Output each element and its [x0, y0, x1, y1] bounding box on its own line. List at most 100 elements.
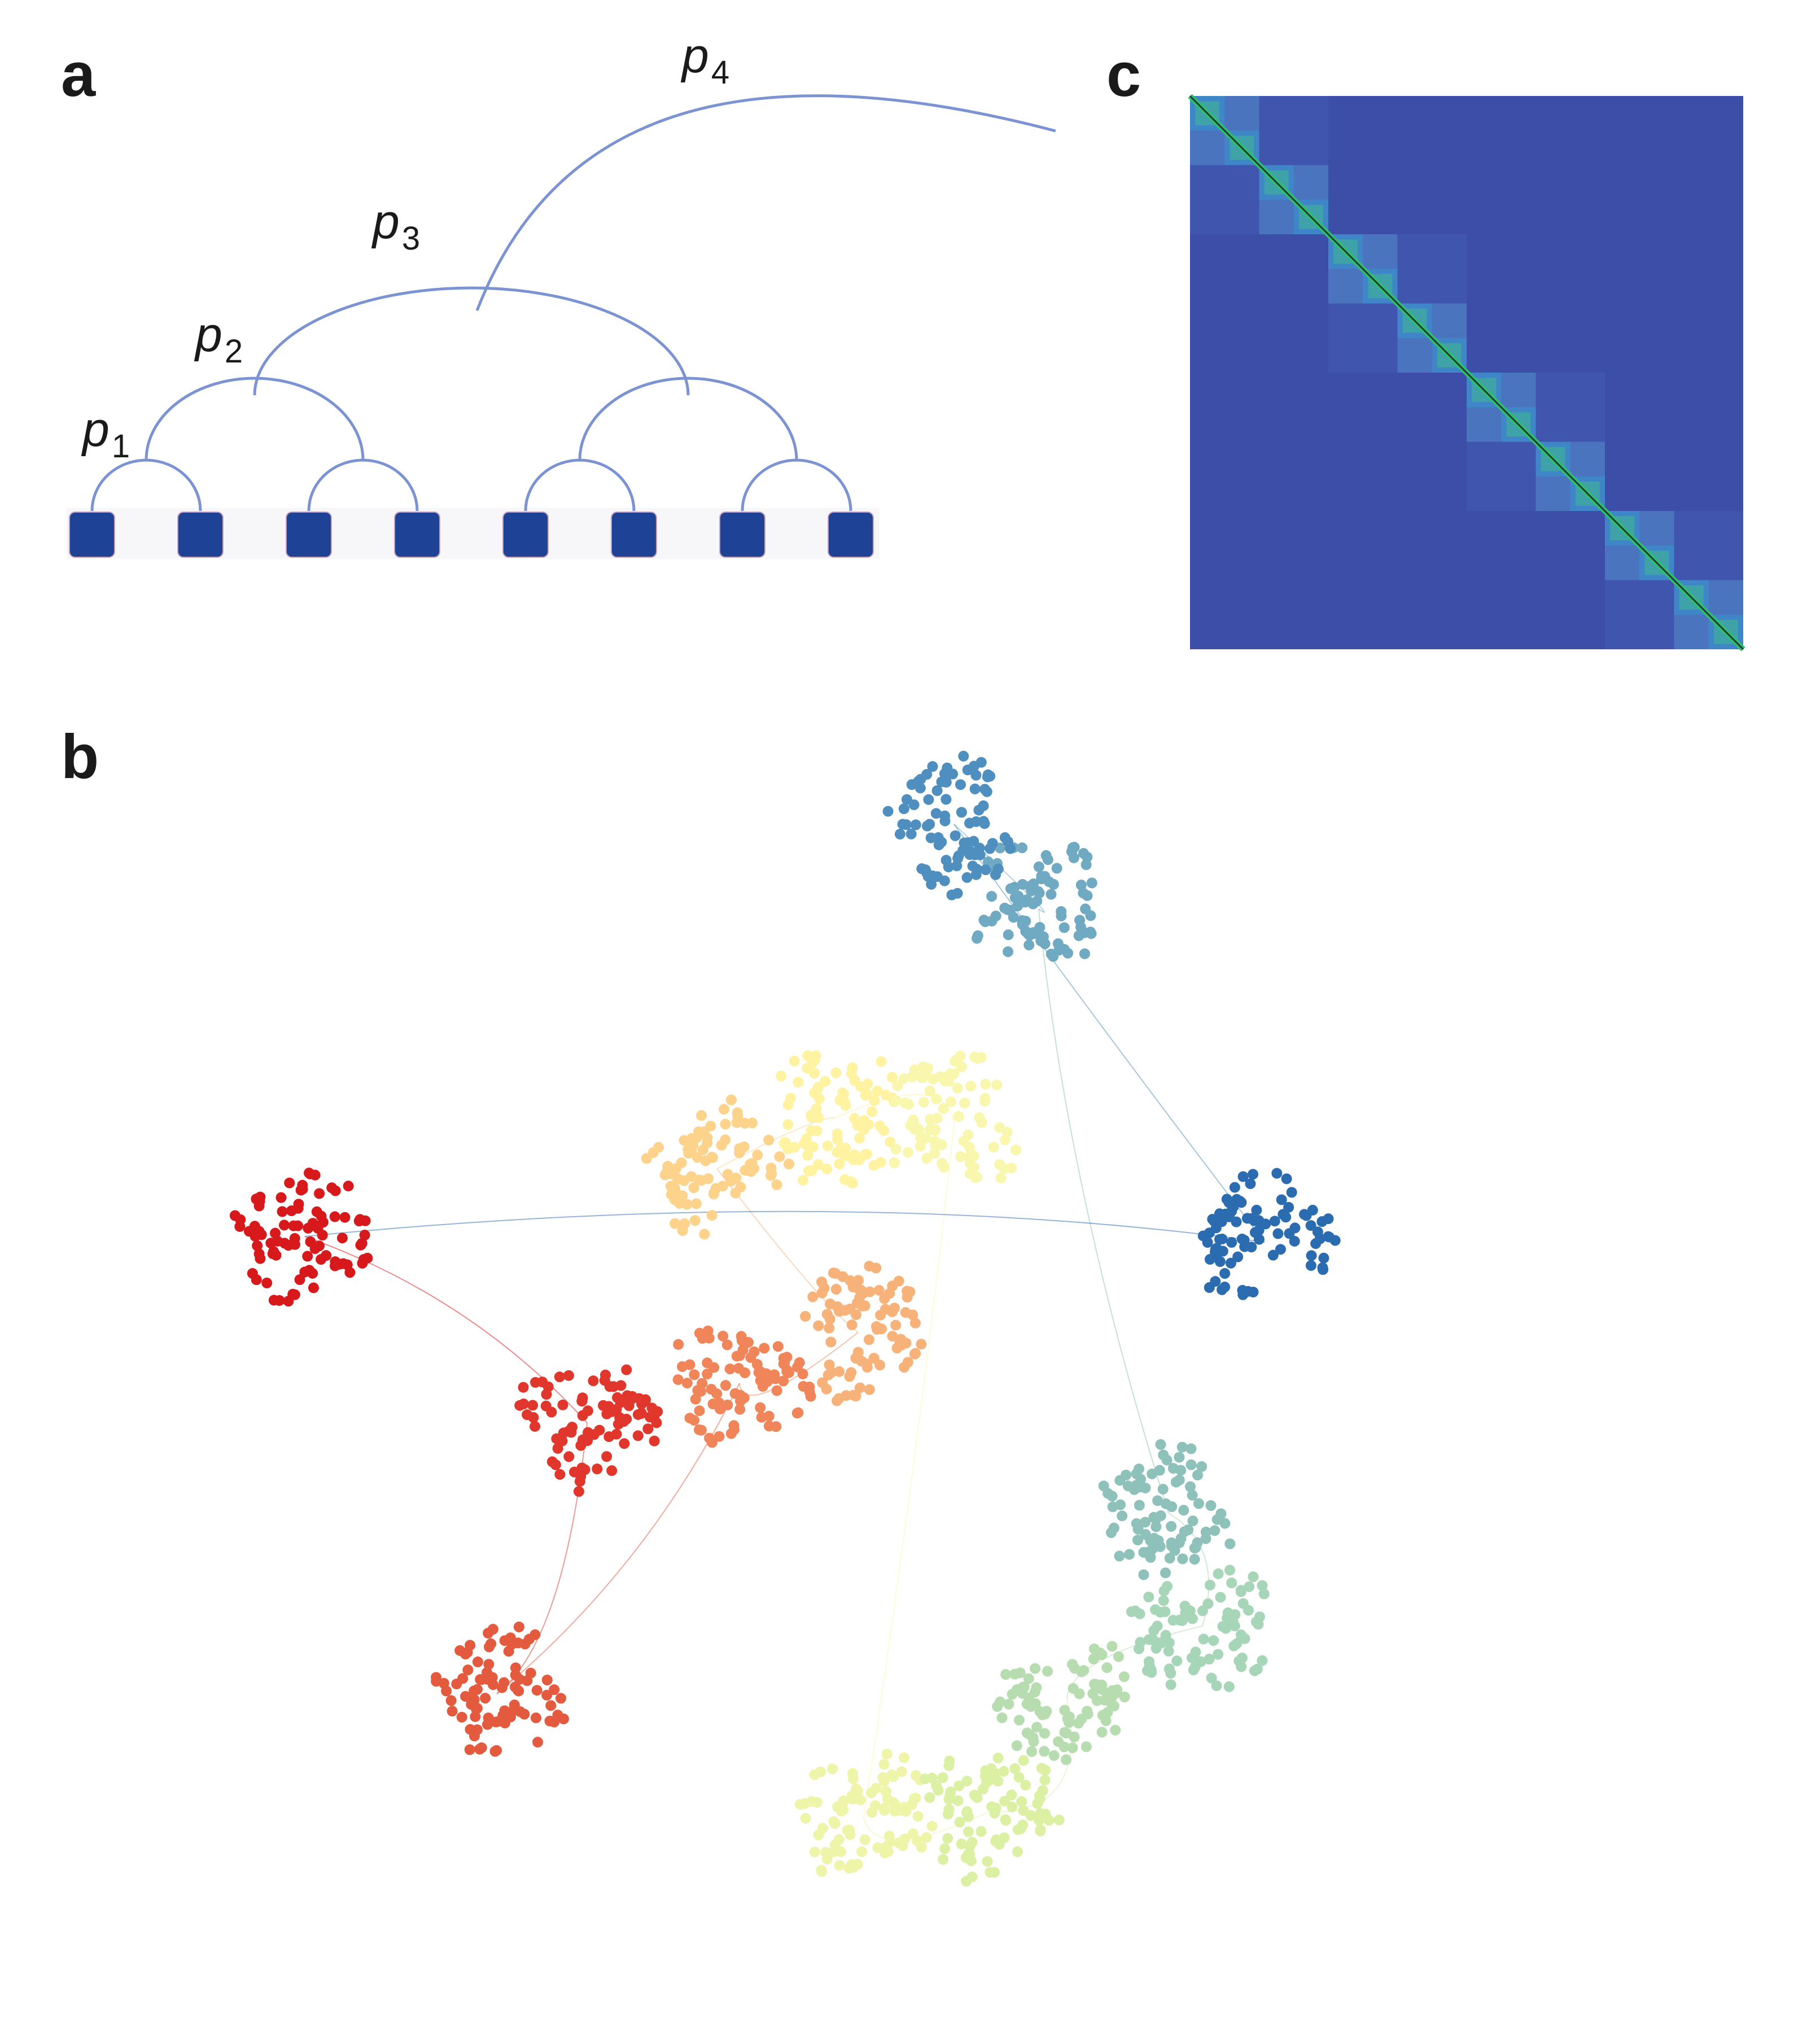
network-node — [910, 1348, 921, 1359]
network-node — [792, 1361, 803, 1373]
network-node — [911, 1835, 922, 1846]
network-node — [926, 1820, 938, 1832]
network-node — [1101, 1662, 1113, 1673]
network-node — [825, 1298, 836, 1309]
network-node — [887, 1072, 898, 1083]
network-node — [1018, 1805, 1029, 1816]
network-node — [519, 1638, 531, 1650]
network-node — [954, 1816, 965, 1828]
network-node — [666, 1168, 677, 1179]
network-node — [776, 1070, 787, 1082]
network-node — [813, 1159, 824, 1170]
network-node — [927, 761, 938, 772]
network-node — [782, 1099, 794, 1111]
network-node — [830, 1067, 842, 1078]
network-node — [1034, 888, 1045, 899]
network-node — [541, 1389, 552, 1400]
network-node — [985, 771, 996, 782]
network-node — [940, 855, 952, 866]
network-node — [942, 1833, 953, 1844]
network-node — [890, 1143, 902, 1155]
network-node — [1299, 1209, 1310, 1220]
network-node — [953, 1780, 965, 1791]
network-node — [1140, 1516, 1151, 1528]
network-node — [530, 1629, 541, 1640]
network-node — [611, 1428, 622, 1440]
network-node — [958, 750, 969, 762]
network-node — [1082, 851, 1093, 863]
network-node — [229, 1210, 240, 1221]
network-node — [729, 1388, 741, 1399]
network-node — [1096, 1727, 1108, 1738]
network-node — [859, 1300, 870, 1312]
network-node — [475, 1674, 486, 1685]
network-node — [812, 1082, 824, 1093]
network-node — [1012, 1824, 1023, 1835]
network-node — [277, 1206, 288, 1217]
network-node — [863, 1334, 874, 1345]
network-node — [718, 1331, 729, 1342]
network-node — [740, 1118, 751, 1129]
network-node — [447, 1706, 458, 1717]
level-label-p2: p2 — [194, 308, 243, 370]
network-node — [899, 1362, 910, 1373]
network-node — [807, 1291, 819, 1303]
network-node — [706, 1151, 718, 1162]
network-node — [1053, 1815, 1065, 1826]
tree-node — [177, 512, 224, 558]
network-node — [1030, 1663, 1041, 1674]
network-node — [995, 1172, 1007, 1183]
network-node — [894, 828, 905, 840]
network-node — [1243, 1286, 1254, 1297]
network-node — [781, 1352, 793, 1363]
network-node — [1249, 1227, 1261, 1238]
network-node — [832, 1134, 843, 1145]
network-node — [1058, 922, 1070, 933]
network-node — [830, 1283, 842, 1295]
network-node — [959, 837, 970, 849]
network-node — [688, 1182, 699, 1194]
network-node — [771, 1385, 782, 1396]
network-node — [1150, 1521, 1162, 1532]
network-node — [885, 1837, 896, 1848]
network-node — [880, 1786, 891, 1797]
network-node — [752, 1150, 763, 1161]
network-node — [774, 1151, 785, 1162]
network-node — [1248, 1571, 1259, 1583]
network-node — [1210, 1276, 1221, 1287]
network-node — [540, 1400, 552, 1411]
network-node — [1248, 1169, 1259, 1180]
network-node — [600, 1369, 611, 1380]
network-cluster — [794, 1749, 938, 1877]
network-node — [800, 1310, 811, 1322]
network-node — [636, 1398, 648, 1410]
network-node — [1096, 1679, 1108, 1690]
network-node — [1035, 936, 1047, 947]
network-node — [1031, 1682, 1042, 1693]
network-node — [771, 1179, 782, 1190]
network-node — [1178, 1505, 1189, 1516]
network-node — [825, 1336, 837, 1348]
network-node — [890, 1319, 902, 1331]
network-node — [1145, 1551, 1156, 1563]
network-node — [646, 1402, 658, 1414]
network-node — [878, 1125, 890, 1137]
hierarchy-arcs — [90, 94, 1056, 512]
network-node — [862, 1078, 873, 1090]
network-node — [268, 1246, 279, 1257]
network-node — [1134, 1500, 1145, 1511]
network-node — [940, 794, 952, 805]
network-node — [864, 1286, 876, 1297]
network-node — [809, 1769, 820, 1780]
network-node — [720, 1134, 731, 1146]
network-node — [704, 1432, 715, 1444]
network-node — [850, 1309, 861, 1321]
network-node — [1160, 1629, 1171, 1641]
network-node — [544, 1715, 555, 1727]
network-node — [1018, 1755, 1029, 1766]
network-node — [284, 1177, 295, 1188]
network-node — [864, 1261, 875, 1272]
network-node — [838, 1804, 849, 1816]
network-node — [1060, 1754, 1071, 1765]
